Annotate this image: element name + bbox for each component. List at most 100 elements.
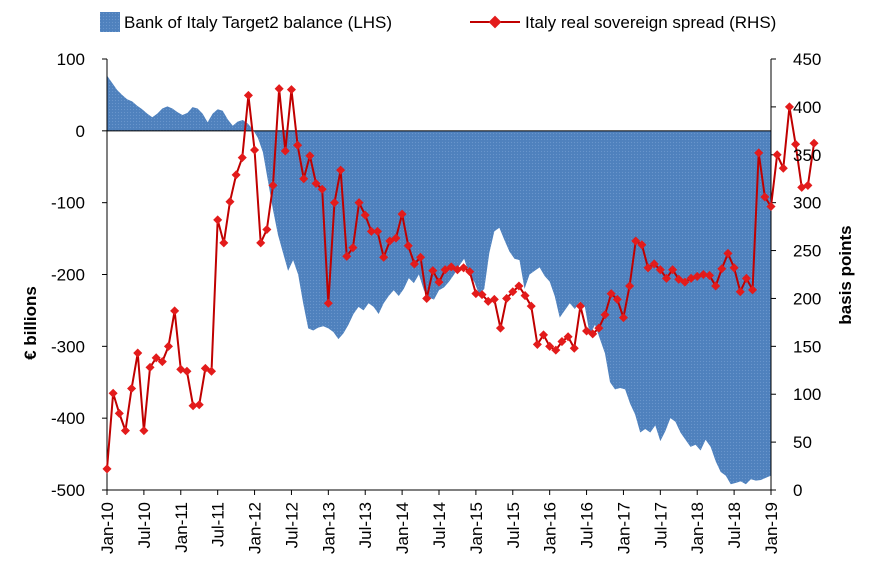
legend: Bank of Italy Target2 balance (LHS) Ital… [100, 12, 776, 32]
x-tick-label: Jul-13 [356, 502, 375, 548]
spread-point [102, 464, 112, 474]
axes [102, 58, 776, 495]
spread-point [157, 357, 167, 367]
x-tick-label: Jan-18 [688, 502, 707, 554]
spread-point [225, 197, 235, 207]
x-tick-label: Jan-12 [246, 502, 265, 554]
spread-point [194, 400, 204, 410]
right-tick-label: 450 [793, 50, 821, 69]
spread-point [372, 226, 383, 236]
spread-point [397, 209, 407, 219]
spread-point [508, 287, 518, 297]
spread-point [569, 343, 579, 353]
spread-point [151, 353, 161, 363]
spread-point [231, 170, 241, 180]
legend-label-area: Bank of Italy Target2 balance (LHS) [124, 13, 392, 32]
right-tick-label: 300 [793, 194, 821, 213]
x-tick-label: Jul-14 [430, 502, 449, 548]
left-tick-label: -500 [51, 481, 85, 500]
spread-point [274, 84, 284, 94]
spread-point [649, 259, 659, 269]
spread-point [163, 341, 174, 351]
spread-point [114, 408, 124, 418]
spread-point [661, 273, 672, 283]
spread-point [643, 263, 653, 273]
x-tick-label: Jul-15 [504, 502, 523, 548]
spread-point [262, 224, 272, 235]
spread-point [760, 192, 770, 202]
spread-point [286, 85, 296, 95]
x-tick-label: Jul-11 [209, 502, 228, 547]
spread-point [213, 215, 223, 225]
spread-point [704, 270, 715, 280]
x-tick-label: Jan-17 [614, 502, 633, 554]
right-tick-label: 0 [793, 481, 802, 500]
spread-point [668, 265, 678, 275]
spread-point [243, 90, 253, 100]
x-tick-label: Jan-13 [319, 502, 338, 554]
legend-swatch-area [100, 12, 120, 32]
spread-point [735, 287, 745, 297]
right-tick-label: 250 [793, 242, 821, 261]
spread-point [625, 281, 635, 291]
right-tick-label: 200 [793, 289, 821, 308]
left-axis-tick-labels: 100 0 -100 -200 -300 -400 -500 [51, 50, 85, 500]
spread-point [545, 341, 555, 351]
x-axis-tick-labels: Jan-10 Jul-10 Jan-11 Jul-11 Jan-12 Jul-12 Jan-… [98, 502, 781, 554]
spread-point [237, 153, 247, 163]
left-tick-label: 100 [57, 50, 85, 69]
spread-point [293, 140, 303, 150]
spread-point [655, 265, 665, 275]
spread-point [206, 366, 217, 376]
x-tick-label: Jul-16 [578, 502, 597, 548]
x-tick-label: Jan-15 [467, 502, 486, 554]
spread-point [741, 273, 751, 283]
spread-point [133, 348, 143, 358]
spread-point [250, 145, 260, 155]
spread-point [391, 233, 401, 243]
x-tick-label: Jan-16 [541, 502, 560, 554]
spread-point [256, 238, 266, 248]
right-tick-label: 50 [793, 433, 812, 452]
right-tick-label: 400 [793, 98, 821, 117]
spread-point [809, 138, 819, 148]
x-tick-label: Jan-10 [98, 502, 117, 554]
right-tick-label: 100 [793, 385, 821, 404]
right-tick-label: 350 [793, 146, 821, 165]
x-tick-label: Jul-18 [725, 502, 744, 548]
x-tick-label: Jan-11 [172, 502, 191, 553]
spread-point [120, 426, 130, 436]
spread-point [188, 401, 198, 411]
x-tick-label: Jul-12 [282, 502, 301, 548]
right-tick-label: 150 [793, 337, 821, 356]
spread-point [575, 301, 585, 311]
spread-point [280, 146, 290, 156]
spread-point [778, 163, 788, 173]
spread-point [139, 426, 149, 436]
x-tick-label: Jan-14 [393, 502, 412, 554]
legend-label-line: Italy real sovereign spread (RHS) [525, 13, 776, 32]
spread-point [526, 301, 536, 311]
spread-point [612, 294, 622, 304]
left-axis-title: € billions [21, 286, 40, 360]
left-tick-label: -200 [51, 266, 85, 285]
spread-point [594, 323, 604, 333]
spread-point [514, 281, 524, 291]
left-tick-label: -400 [51, 409, 85, 428]
spread-point [711, 281, 721, 291]
x-tick-label: Jul-10 [135, 502, 154, 548]
left-tick-label: -300 [51, 337, 85, 356]
spread-point [495, 323, 506, 333]
spread-point [538, 330, 549, 340]
spread-point [182, 366, 192, 376]
spread-point [108, 388, 118, 398]
spread-point [348, 243, 358, 253]
spread-point [299, 174, 309, 184]
legend-swatch-marker [488, 15, 502, 29]
x-tick-label: Jul-17 [651, 502, 670, 548]
spread-point [127, 383, 137, 394]
spread-point [366, 226, 376, 236]
spread-point [145, 362, 155, 372]
spread-point [170, 306, 180, 316]
